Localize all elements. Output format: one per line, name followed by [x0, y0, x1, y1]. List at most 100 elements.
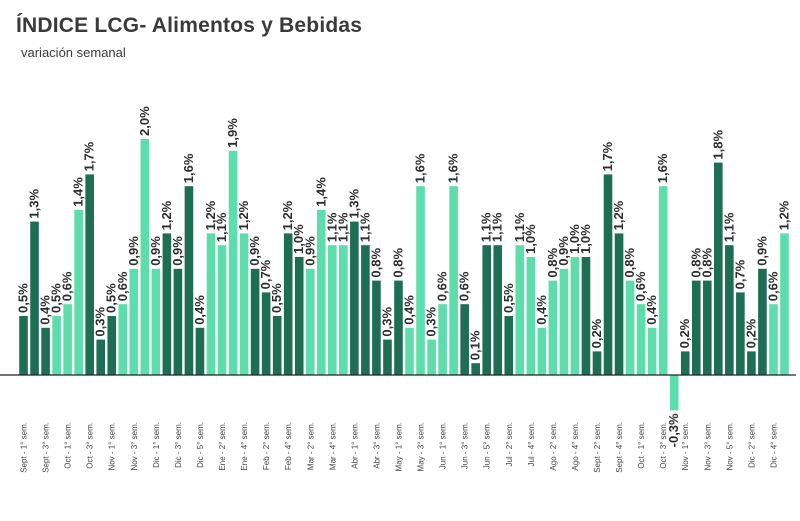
value-labels-group: 0,5%1,3%0,4%0,5%0,6%1,4%1,7%0,3%0,5%0,6%…	[16, 106, 792, 447]
value-label-6: 1,4%	[71, 177, 86, 207]
bar-10	[118, 304, 128, 375]
x-tick-label-28: Sept - 4° sem.	[615, 422, 624, 473]
x-tick-label-32: Nov - 3° sem.	[703, 422, 712, 471]
bar-20	[228, 150, 238, 375]
bar-34	[383, 339, 392, 375]
bar-14	[162, 233, 172, 375]
value-label-1: 0,5%	[16, 283, 31, 313]
value-label-9: 0,5%	[104, 283, 119, 313]
x-tick-label-35: Dic - 4° sem.	[769, 422, 778, 468]
value-label-34: 0,3%	[379, 307, 394, 337]
value-label-42: 0,1%	[468, 330, 483, 360]
x-tick-label-34: Dic - 2° sem.	[747, 422, 756, 468]
bar-37	[416, 186, 425, 375]
bar-5	[63, 304, 72, 375]
value-label-67: 0,2%	[743, 318, 758, 348]
x-tick-label-1: Sept - 1° sem.	[20, 422, 29, 473]
value-label-50: 0,9%	[556, 236, 571, 266]
bar-58	[647, 327, 657, 375]
bar-6	[74, 209, 83, 375]
bar-46	[515, 245, 525, 375]
value-label-24: 0,5%	[269, 283, 284, 313]
value-label-14: 1,2%	[159, 200, 174, 230]
value-label-19: 1,1%	[214, 212, 229, 242]
value-label-53: 0,2%	[589, 318, 604, 348]
value-label-25: 1,2%	[280, 200, 295, 230]
bar-55	[614, 233, 624, 375]
value-label-33: 0,8%	[368, 248, 383, 278]
x-tick-label-12: Feb - 2° sem.	[262, 422, 271, 470]
bar-59	[658, 186, 668, 375]
bar-31	[350, 221, 359, 375]
value-label-21: 1,2%	[236, 200, 251, 230]
value-label-56: 0,8%	[622, 248, 637, 278]
bar-40	[449, 186, 458, 375]
bar-63	[702, 280, 712, 375]
value-label-15: 0,9%	[170, 236, 185, 266]
value-label-57: 0,6%	[633, 271, 648, 301]
bar-21	[239, 233, 249, 375]
value-label-43: 1,1%	[479, 212, 494, 242]
value-label-31: 1,3%	[346, 189, 361, 219]
value-label-5: 0,6%	[60, 271, 75, 301]
bar-47	[526, 257, 536, 375]
value-label-62: 0,8%	[688, 248, 703, 278]
value-label-63: 0,8%	[699, 248, 714, 278]
x-tick-label-27: Sept - 2° sem.	[593, 422, 602, 473]
bar-24	[272, 316, 282, 375]
bar-53	[592, 351, 602, 375]
value-label-8: 0,3%	[93, 307, 108, 337]
bar-64	[714, 162, 723, 375]
bar-67	[747, 351, 756, 375]
x-tick-label-24: Jul - 4° sem.	[527, 422, 536, 467]
x-tick-label-8: Dic - 3° sem.	[174, 422, 183, 468]
bar-36	[405, 327, 414, 375]
value-label-65: 1,1%	[721, 212, 736, 242]
bar-70	[780, 233, 789, 375]
x-tick-label-16: Abr - 1° sem.	[350, 422, 359, 469]
chart-title: ÍNDICE LCG- Alimentos y Bebidas	[16, 14, 363, 37]
x-tick-label-7: Dic - 1° sem.	[152, 422, 161, 468]
value-label-18: 1,2%	[203, 200, 218, 230]
value-label-29: 1,1%	[324, 212, 339, 242]
bar-54	[603, 174, 613, 375]
value-label-27: 0,9%	[302, 236, 317, 266]
value-label-28: 1,4%	[313, 177, 328, 207]
value-label-59: 1,6%	[655, 153, 670, 183]
value-label-11: 0,9%	[126, 236, 141, 266]
bar-29	[328, 245, 337, 375]
x-tick-label-4: Oct - 3° sem.	[86, 422, 95, 469]
bar-41	[460, 304, 469, 375]
value-label-69: 0,6%	[765, 271, 780, 301]
value-label-41: 0,6%	[457, 271, 472, 301]
x-tick-label-19: May - 3° sem.	[417, 422, 426, 471]
x-tick-label-31: Nov - 1° sem.	[681, 422, 690, 471]
bar-49	[548, 280, 558, 375]
x-tick-label-3: Oct - 1° sem.	[64, 422, 73, 469]
value-label-17: 0,4%	[192, 295, 207, 325]
x-tick-labels-group: Sept - 1° sem. Sept - 3° sem. Oct - 1° sem…	[20, 422, 779, 473]
value-label-32: 1,1%	[357, 212, 372, 242]
bar-7	[85, 174, 94, 375]
x-tick-label-2: Sept - 3° sem.	[42, 422, 51, 473]
bar-26	[294, 257, 304, 375]
value-label-2: 1,3%	[27, 189, 42, 219]
x-tick-label-20: Jun - 1° sem.	[439, 422, 448, 469]
bar-19	[217, 245, 227, 375]
bar-51	[570, 257, 580, 375]
bar-45	[504, 316, 514, 375]
bar-32	[361, 245, 370, 375]
x-tick-label-21: Jun - 3° sem.	[461, 422, 470, 469]
x-tick-label-5: Nov - 1° sem.	[108, 422, 117, 471]
value-label-37: 1,6%	[413, 153, 428, 183]
value-label-30: 1,1%	[335, 212, 350, 242]
value-label-58: 0,4%	[644, 295, 659, 325]
bar-48	[537, 327, 547, 375]
value-label-16: 1,6%	[181, 153, 196, 183]
value-label-26: 1,0%	[291, 224, 306, 254]
x-tick-label-15: Mar - 4° sem.	[328, 422, 337, 470]
bar-27	[305, 268, 315, 375]
value-label-7: 1,7%	[82, 141, 97, 171]
value-label-10: 0,6%	[115, 271, 130, 301]
